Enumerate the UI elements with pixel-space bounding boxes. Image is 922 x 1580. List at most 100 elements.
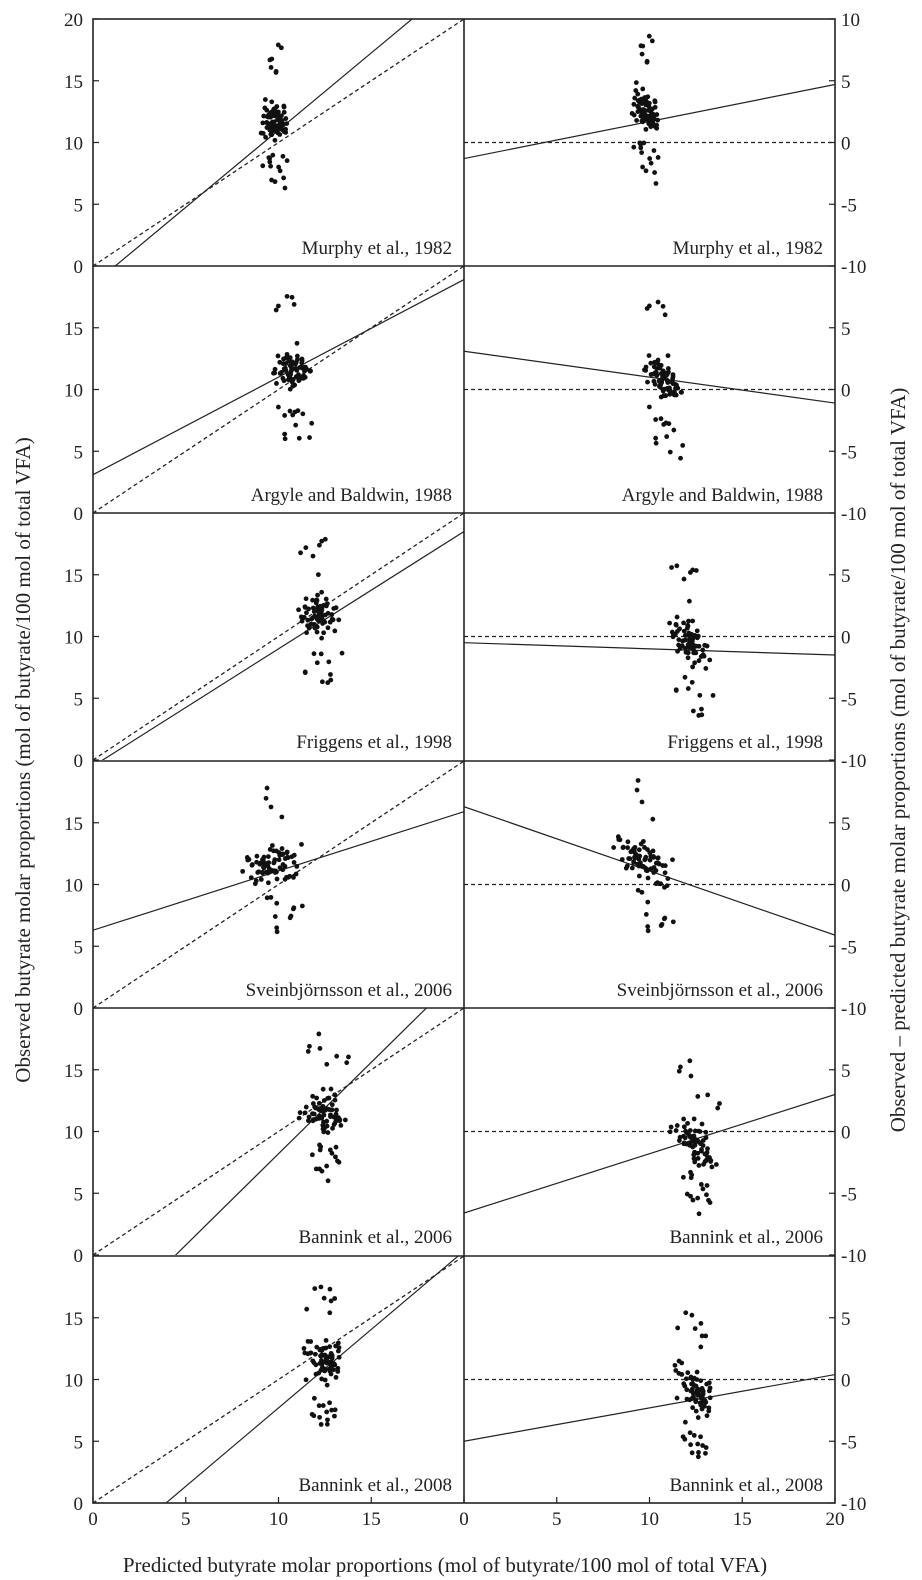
data-point — [645, 924, 651, 929]
data-point — [291, 874, 296, 880]
data-point — [640, 86, 646, 92]
data-point — [646, 100, 652, 106]
data-point — [344, 1060, 350, 1066]
data-point — [291, 860, 297, 865]
data-point — [636, 847, 642, 853]
data-point — [330, 1125, 335, 1131]
panel-obs-4: Sveinbjörnsson et al., 2006 — [93, 761, 464, 1008]
data-point — [652, 381, 658, 387]
data-point — [279, 846, 285, 851]
data-point — [701, 653, 707, 659]
data-point — [325, 1178, 331, 1184]
x-tick-label-right: 10 — [640, 1509, 659, 1530]
data-point — [315, 592, 320, 598]
data-point — [337, 1117, 343, 1123]
data-point — [267, 159, 273, 165]
x-tick-label-right: 20 — [826, 1509, 845, 1530]
data-point — [695, 633, 701, 639]
data-point — [699, 1121, 705, 1127]
y-tick-label-right: 0 — [841, 134, 851, 155]
y-tick-label-right: 5 — [841, 1309, 851, 1330]
panel-res-plot-area — [464, 1058, 835, 1217]
data-point — [671, 392, 677, 398]
data-point — [275, 303, 281, 309]
data-point — [249, 862, 255, 867]
data-point — [332, 1296, 338, 1301]
data-point — [658, 416, 664, 422]
data-point — [662, 312, 668, 318]
data-point — [645, 847, 650, 852]
data-point — [688, 1193, 693, 1199]
y-tick-label-left: 5 — [74, 195, 84, 216]
data-point — [651, 148, 657, 153]
data-point — [293, 366, 299, 372]
data-point — [330, 617, 336, 623]
panel-obs-plot-area — [93, 1008, 464, 1255]
data-point — [649, 371, 655, 377]
data-point — [653, 417, 659, 422]
data-point — [325, 1417, 330, 1423]
y-tick-label-left: 15 — [64, 566, 83, 587]
data-point — [646, 303, 652, 309]
data-point — [634, 787, 640, 793]
panel-res-1: Murphy et al., 1982 — [464, 33, 835, 259]
y-tick-label-left: 0 — [74, 999, 84, 1020]
data-point — [692, 660, 698, 666]
data-point — [688, 1175, 694, 1181]
data-point — [683, 1128, 689, 1134]
data-point — [296, 372, 301, 378]
data-point — [328, 1351, 334, 1356]
data-point — [264, 785, 270, 791]
data-point — [700, 1143, 706, 1148]
data-point — [320, 1403, 326, 1408]
data-point — [703, 1450, 708, 1456]
data-point — [652, 98, 658, 104]
panel-label: Friggens et al., 1998 — [296, 732, 452, 753]
data-point — [275, 404, 281, 410]
x-tick-label-left: 15 — [362, 1509, 381, 1530]
data-point — [258, 130, 264, 136]
data-point — [631, 859, 637, 865]
data-point — [681, 576, 687, 582]
data-point — [695, 1155, 701, 1161]
data-point — [695, 1454, 701, 1460]
y-tick-label-left: 10 — [64, 628, 83, 649]
data-point — [331, 1361, 337, 1367]
data-point — [265, 854, 271, 860]
data-point — [315, 604, 321, 610]
data-point — [307, 1043, 312, 1049]
data-point — [284, 158, 290, 164]
data-point — [302, 604, 308, 610]
data-point — [643, 168, 649, 174]
data-point — [322, 619, 328, 625]
data-point — [317, 1414, 322, 1420]
data-point — [653, 435, 659, 441]
y-tick-label-left: 20 — [64, 10, 83, 31]
data-point — [316, 1031, 322, 1037]
data-point — [302, 1110, 308, 1116]
data-point — [329, 1107, 335, 1113]
data-point — [657, 365, 663, 371]
data-point — [639, 889, 645, 895]
data-point — [694, 628, 700, 634]
data-point — [639, 799, 645, 805]
data-point — [681, 620, 686, 626]
data-point — [329, 1150, 335, 1156]
panel-label: Friggens et al., 1998 — [667, 732, 823, 753]
data-point — [299, 358, 305, 364]
data-point — [643, 126, 649, 132]
y-tick-label-right: -10 — [841, 257, 866, 278]
data-point — [684, 1396, 690, 1402]
data-point — [670, 919, 676, 925]
data-point — [282, 436, 288, 442]
data-point — [309, 616, 314, 622]
data-point — [272, 914, 278, 919]
data-point — [647, 857, 653, 863]
data-point — [691, 1116, 697, 1122]
data-point — [268, 132, 274, 137]
x-tick-label-left: 5 — [181, 1509, 191, 1530]
data-point — [640, 99, 646, 105]
data-point — [702, 1151, 708, 1157]
data-point — [700, 1443, 705, 1448]
data-point — [282, 431, 288, 437]
